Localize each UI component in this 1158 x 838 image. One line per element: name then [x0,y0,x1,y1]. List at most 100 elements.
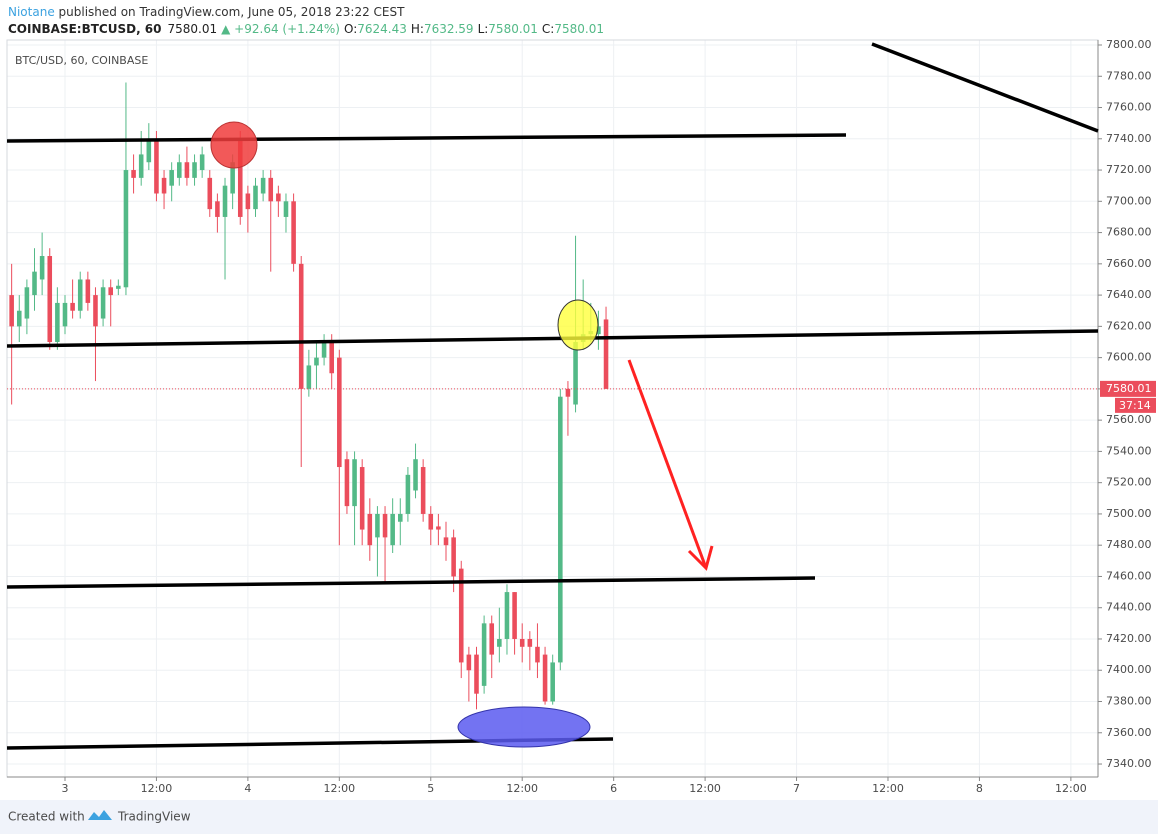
last-price-box [1100,380,1156,397]
y-tick-label: 7480.00 [1106,538,1152,551]
candle-body [24,287,30,319]
candle-body [184,162,190,178]
y-tick-label: 7740.00 [1106,132,1152,145]
candle-body [177,162,182,178]
candle-body [215,201,220,217]
x-tick-label: 12:00 [689,782,721,795]
candle-body [55,302,60,342]
candle-body [230,162,235,194]
x-tick-label: 12:00 [1055,782,1087,795]
candle-body [138,154,144,178]
highlight-ellipse [457,706,591,748]
header-line-2: COINBASE:BTCUSD, 60 7580.01 ▲ +92.64 (+1.2… [8,22,604,36]
y-tick-label: 7360.00 [1106,726,1152,739]
arrow-head [687,545,714,571]
x-tick-label: 8 [976,782,983,795]
candle-body [397,513,403,522]
candle-body [253,185,258,210]
candle-body [276,193,281,202]
header-line-1: Niotane published on TradingView.com, Ju… [8,5,405,19]
last-price: 7580.01 [168,22,218,36]
x-tick-label: 7 [793,782,800,795]
arrow [627,359,714,571]
candle-body [93,295,98,327]
candle-body [268,177,274,202]
candle-body [283,201,289,217]
footer-bar [0,800,1158,834]
candle-body [420,467,426,514]
candle-body [481,623,487,686]
candle-body [62,302,68,327]
trend-line [6,329,1099,348]
x-tick-label: 12:00 [323,782,355,795]
ohlc-value: 7580.01 [554,22,604,36]
highlight-circle [210,121,258,169]
candle-body [367,513,373,546]
y-tick-label: 7420.00 [1106,632,1152,645]
arrow-shaft [627,359,708,569]
watermark: BTC/USD, 60, COINBASE [15,54,148,67]
candle-body [405,474,411,514]
candle-body [207,177,213,210]
candle-body [245,193,251,210]
candle-body [237,138,243,217]
grid [7,40,1098,777]
y-tick-label: 7520.00 [1106,476,1152,489]
candle-body [108,287,113,296]
candle-body [443,537,449,546]
candle-body [558,396,563,663]
y-tick-label: 7640.00 [1106,288,1152,301]
candle-body [527,638,533,647]
candle-body [565,388,571,397]
candle-body [337,357,342,468]
ohlc-label: C: [542,22,554,36]
y-tick-label: 7660.00 [1106,257,1152,270]
candle-body [497,638,502,647]
brand-logo [88,810,112,820]
candle-body [382,513,388,538]
candle-body [169,170,174,186]
ohlc-value: 7624.43 [357,22,407,36]
candle-body [291,201,296,264]
candle-body [344,459,350,507]
candle-body [329,341,334,374]
candle-body [352,459,357,507]
candle-body [573,341,578,405]
x-tick-label: 12:00 [872,782,904,795]
y-tick-label: 7620.00 [1106,319,1152,332]
candle-body [9,295,14,327]
countdown: 37:14 [1119,399,1151,412]
candle-body [77,279,83,311]
highlight-circle [557,299,599,351]
candle-body [100,287,106,319]
candle-body [260,177,266,194]
candle-body [519,638,525,647]
footer-brand[interactable]: TradingView [117,810,191,824]
countdown-box [1115,397,1156,413]
x-tick-label: 5 [427,782,434,795]
y-tick-label: 7380.00 [1106,695,1152,708]
candle-body [146,138,152,163]
candle-body [306,365,312,389]
candle-body [222,185,228,217]
candle-body [542,654,548,702]
candle-body [466,654,472,671]
candle-body [535,646,540,663]
candle-body [47,256,53,342]
candle-body [116,285,121,289]
candle-body [321,341,327,358]
trend-line [6,133,847,143]
candle-body [298,263,304,389]
candle-body [428,513,434,530]
y-tick-label: 7720.00 [1106,163,1152,176]
x-tick-label: 12:00 [141,782,173,795]
candle-body [596,326,601,335]
candle-body [16,310,22,327]
candle-body [512,592,517,639]
candle-body [85,279,91,303]
x-tick-label: 4 [244,782,251,795]
ohlc-label: L: [478,22,489,36]
y-tick-label: 7500.00 [1106,507,1152,520]
